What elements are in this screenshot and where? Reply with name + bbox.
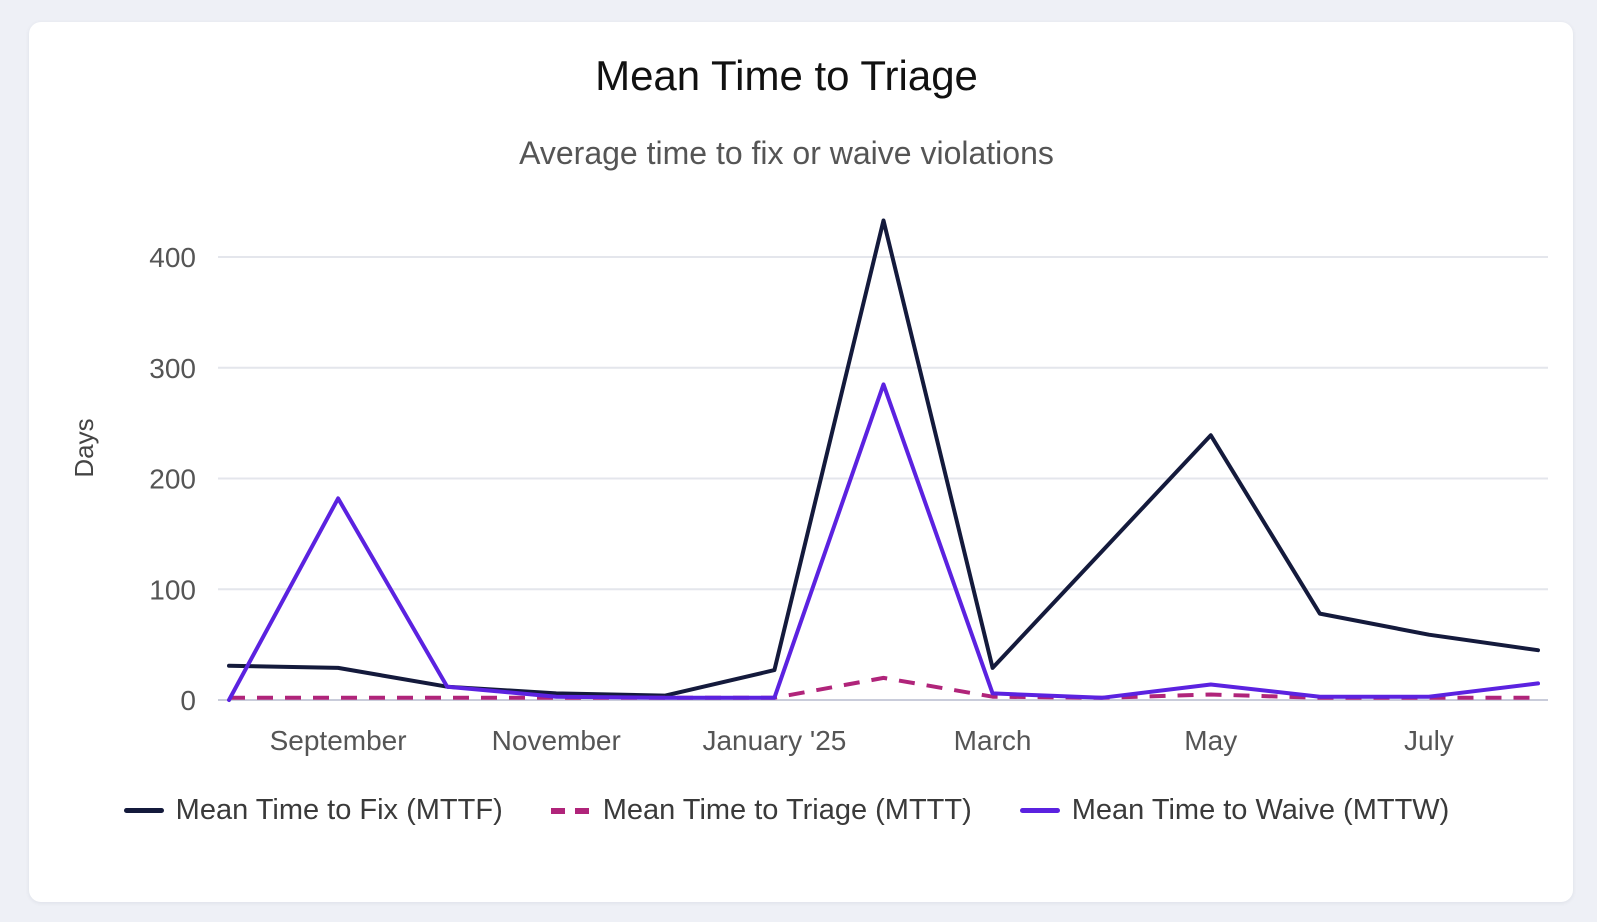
y-axis-title: Days [69,418,99,477]
x-tick-label: November [492,725,621,756]
x-tick-label: July [1404,725,1454,756]
chart-subtitle: Average time to fix or waive violations [519,135,1054,171]
x-tick-label: January '25 [702,725,846,756]
legend-swatch [1019,808,1060,813]
series-line-0 [227,218,1540,698]
legend-item-0[interactable]: Mean Time to Fix (MTTF) [123,794,503,827]
y-tick-label: 100 [149,574,196,605]
x-tick-label: March [954,725,1032,756]
line-chart: 0 100 200 300 400 September November January '… [69,218,1548,756]
legend-label: Mean Time to Fix (MTTF) [175,794,503,826]
y-tick-label: 0 [180,685,196,716]
y-tick-label: 300 [149,353,196,384]
x-axis-ticks: September November January '25 March May July [270,725,1454,756]
legend-swatch [123,808,164,813]
x-tick-label: September [270,725,407,756]
series-lines [227,218,1540,702]
legend-item-2[interactable]: Mean Time to Waive (MTTW) [1019,794,1450,827]
legend-swatch [550,807,591,814]
legend-item-1[interactable]: Mean Time to Triage (MTTT) [550,794,972,827]
y-axis-ticks: 0 100 200 300 400 [149,242,196,716]
legend-label: Mean Time to Triage (MTTT) [602,794,972,826]
y-tick-label: 200 [149,464,196,495]
chart-card [29,22,1573,902]
legend: Mean Time to Fix (MTTF) Mean Time to Tria… [0,794,1573,827]
y-tick-label: 400 [149,242,196,273]
x-tick-label: May [1184,725,1237,756]
chart-title: Mean Time to Triage [595,52,978,99]
series-line-2 [227,382,1540,702]
legend-label: Mean Time to Waive (MTTW) [1071,794,1450,826]
grid-lines [218,256,1548,701]
